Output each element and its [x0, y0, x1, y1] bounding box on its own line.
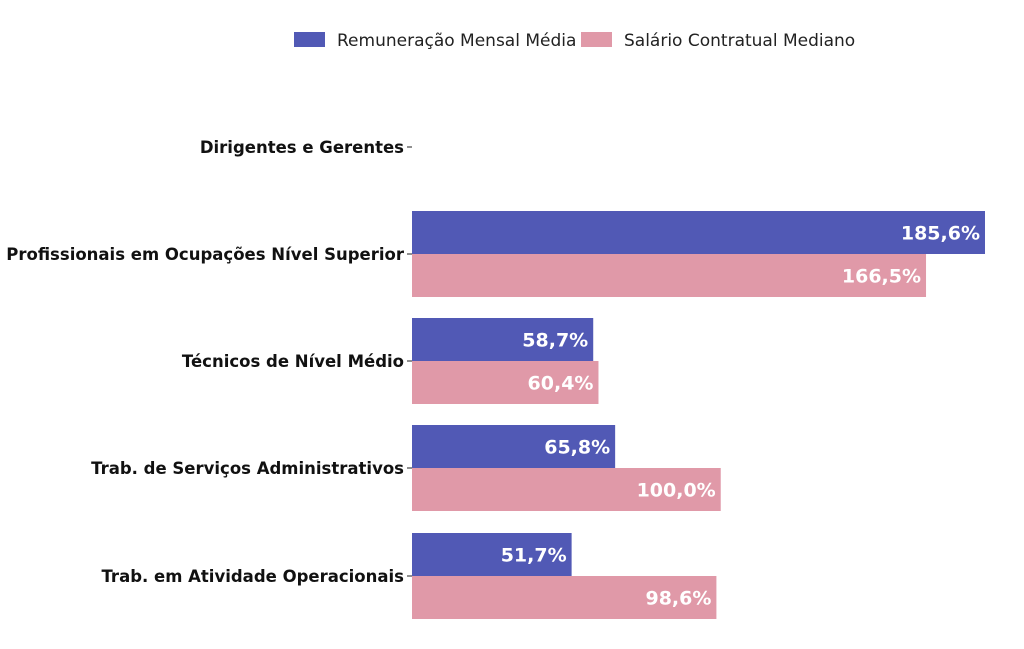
bar-salario — [412, 361, 599, 404]
legend-item-remuneracao: Remuneração Mensal Média — [294, 31, 576, 51]
bar-remuneracao — [412, 425, 616, 468]
y-tick-label: Trab. de Serviços Administrativos — [91, 459, 404, 478]
data-label: 51,7% — [501, 545, 567, 567]
y-axis: Dirigentes e Gerentes Profissionais em Oc… — [6, 138, 412, 586]
y-tick-label: Técnicos de Nível Médio — [182, 352, 404, 371]
data-label: 58,7% — [522, 330, 588, 352]
legend-swatch-remuneracao — [294, 32, 325, 47]
data-label: 166,5% — [842, 266, 921, 288]
data-label: 185,6% — [901, 223, 980, 245]
bars — [412, 211, 985, 619]
data-label: 98,6% — [645, 588, 711, 610]
bar-remuneracao — [412, 211, 985, 254]
legend-item-salario: Salário Contratual Mediano — [581, 31, 855, 51]
bar-salario — [412, 468, 721, 511]
legend-swatch-salario — [581, 32, 612, 47]
bar-salario — [412, 254, 927, 297]
legend-label-remuneracao: Remuneração Mensal Média — [337, 31, 576, 51]
bar-remuneracao — [412, 318, 594, 361]
legend: Remuneração Mensal Média Salário Contrat… — [294, 31, 855, 51]
data-label: 100,0% — [637, 480, 716, 502]
bar-salario — [412, 576, 717, 619]
bar-labels: 185,6% 166,5% 58,7% 60,4% 65,8% 100,0% 51,7% 98… — [501, 223, 980, 610]
y-tick-label: Dirigentes e Gerentes — [200, 138, 404, 157]
bar-remuneracao — [412, 533, 572, 576]
legend-label-salario: Salário Contratual Mediano — [624, 31, 855, 51]
y-tick-label: Trab. em Atividade Operacionais — [101, 567, 404, 586]
data-label: 60,4% — [528, 373, 594, 395]
data-label: 65,8% — [544, 437, 610, 459]
y-tick-label: Profissionais em Ocupações Nível Superio… — [6, 245, 405, 264]
